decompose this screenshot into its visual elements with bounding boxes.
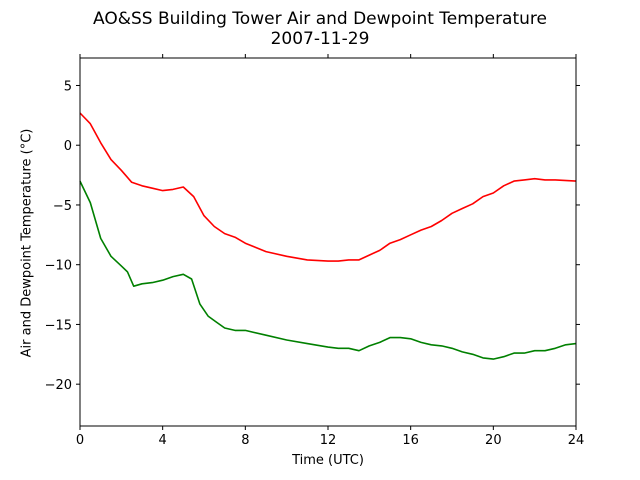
plot-frame [79,57,577,427]
chart-subtitle: 2007-11-29 [270,29,370,49]
y-tick-label: 0 [64,139,72,154]
y-tick-label: −20 [45,378,72,393]
x-tick-label: 8 [241,433,249,448]
y-axis-label: Air and Dewpoint Temperature (°C) [19,128,35,358]
x-tick-label: 20 [485,433,502,448]
y-tick-label: 5 [64,79,72,94]
x-axis-label: Time (UTC) [292,453,364,468]
y-tick-label: −10 [45,259,72,274]
chart-title: AO&SS Building Tower Air and Dewpoint Te… [92,9,547,29]
x-tick-label: 4 [159,433,167,448]
y-tick-label: −15 [45,318,72,333]
series-line-2 [79,180,577,360]
x-tick-label: 16 [402,433,419,448]
x-tick-label: 24 [568,433,585,448]
x-tick-label: 12 [320,433,337,448]
series-line-1 [79,112,577,262]
x-tick-label: 0 [76,433,84,448]
y-tick-label: −5 [53,199,72,214]
